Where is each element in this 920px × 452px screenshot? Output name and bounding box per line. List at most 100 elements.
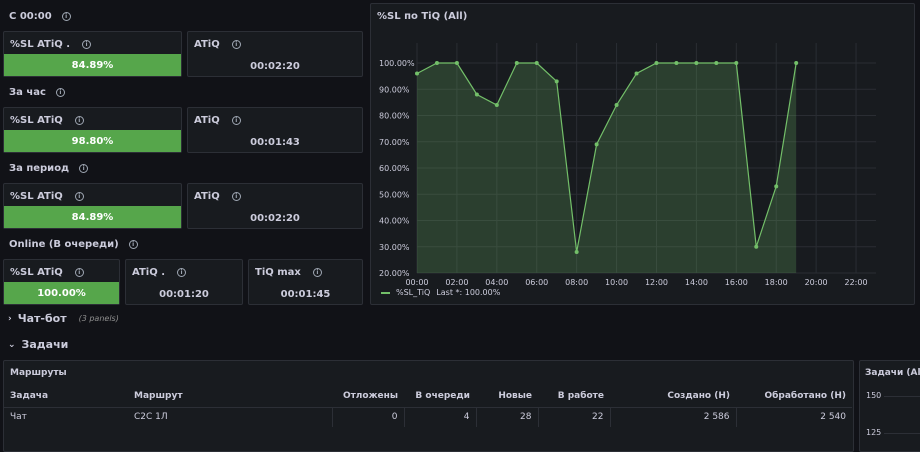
section-subtitle: (3 panels) (78, 314, 119, 323)
atiq-value: 00:02:20 (250, 213, 300, 224)
series-area (417, 63, 797, 273)
panel-title-text: %SL ATiQ . (10, 39, 71, 50)
panel-title: %SL ATiQ i (10, 115, 84, 126)
atiq-panel-hour[interactable]: ATiQ i 00:01:43 (187, 107, 363, 153)
data-point (594, 142, 599, 147)
sl-panel-period[interactable]: %SL ATiQ i 84.89% (3, 183, 182, 229)
grid-line (884, 396, 920, 397)
table-header-row: Задача Маршрут Отложены В очереди Новые … (4, 385, 852, 407)
data-point (614, 103, 619, 107)
series-line (416, 62, 797, 253)
table-row[interactable]: Чат С2С 1Л 0 4 28 22 2 586 2 540 (4, 406, 852, 427)
column-header[interactable]: Создано (Н) (667, 390, 730, 401)
section-title: Задачи (21, 338, 69, 351)
table-cell: 2 586 (610, 406, 737, 427)
atiq-value: 00:02:20 (250, 61, 300, 72)
routes-panel[interactable]: Маршруты Задача Маршрут Отложены В очере… (3, 360, 854, 452)
panel-title: TiQ max i (255, 267, 322, 278)
info-icon[interactable]: i (74, 116, 84, 125)
y-tick-label: 20.00% (379, 269, 410, 278)
info-icon[interactable]: i (231, 40, 241, 49)
data-point (754, 244, 759, 249)
chevron-right-icon: › (8, 313, 12, 324)
column-header[interactable]: Отложены (342, 390, 398, 401)
info-icon[interactable]: i (55, 88, 65, 97)
atiq-panel-online[interactable]: ATiQ . i 00:01:20 (125, 259, 243, 305)
tiq-max-panel-online[interactable]: TiQ max i 00:01:45 (248, 259, 363, 305)
column-header[interactable]: В очереди (415, 390, 470, 401)
grid-line (884, 433, 920, 434)
info-icon[interactable]: i (61, 12, 71, 21)
data-point (674, 61, 679, 65)
legend-last: Last *: 100.00% (436, 288, 501, 297)
row-title-c0000: С 00:00 i (9, 11, 71, 22)
panel-title-text: ATiQ (194, 191, 220, 202)
sl-value-bar: 98.80% (4, 130, 181, 152)
panel-title-text: ATiQ (194, 39, 220, 50)
panel-title-text: ATiQ . (132, 267, 165, 278)
data-point (734, 61, 739, 65)
column-header[interactable]: Задача (10, 390, 49, 401)
panel-title-text: %SL ATiQ (10, 115, 63, 126)
chevron-down-icon: ⌄ (8, 339, 16, 350)
data-point (454, 61, 459, 65)
column-header[interactable]: Обработано (Н) (764, 390, 846, 401)
chart-legend[interactable]: %SL_TiQ Last *: 100.00% (381, 288, 500, 297)
data-point (774, 184, 779, 189)
data-point (574, 250, 579, 254)
table-cell: 0 (332, 406, 405, 427)
info-icon[interactable]: i (177, 268, 186, 277)
y-tick-label: 30.00% (379, 243, 410, 252)
section-tasks[interactable]: ⌄ Задачи (8, 338, 68, 351)
panel-title: ATiQ . i (132, 267, 186, 278)
info-icon[interactable]: i (231, 116, 241, 125)
sl-panel-c0000[interactable]: %SL ATiQ . i 84.89% (3, 31, 182, 77)
atiq-value: 00:01:20 (159, 289, 209, 300)
panel-title-text: ATiQ (194, 115, 220, 126)
info-icon[interactable]: i (82, 40, 92, 49)
panel-title: ATiQ i (194, 191, 241, 202)
panel-title-text: %SL ATiQ (10, 191, 63, 202)
data-point (634, 71, 639, 76)
column-header[interactable]: Новые (498, 390, 532, 401)
tasks-side-panel[interactable]: Задачи (All) 150 125 (859, 360, 920, 452)
y-tick-label: 50.00% (379, 190, 410, 199)
info-icon[interactable]: i (74, 192, 84, 201)
legend-swatch (381, 291, 390, 294)
x-tick-label: 14:00 (685, 278, 708, 287)
sl-value-bar: 84.89% (4, 54, 181, 76)
column-header[interactable]: Маршрут (134, 390, 183, 401)
x-tick-label: 08:00 (565, 278, 588, 287)
row-title-online: Online (В очереди) i (9, 239, 138, 250)
section-title: Чат-бот (17, 312, 67, 325)
panel-title-text: %SL ATiQ (10, 267, 63, 278)
data-point (554, 79, 559, 84)
data-point (474, 92, 479, 97)
atiq-panel-period[interactable]: ATiQ i 00:02:20 (187, 183, 363, 229)
y-tick-label: 90.00% (379, 85, 410, 94)
info-icon[interactable]: i (231, 192, 241, 201)
sl-panel-online[interactable]: %SL ATiQ i 100.00% (3, 259, 120, 305)
data-point (534, 61, 539, 65)
data-point (654, 61, 659, 65)
column-header[interactable]: В работе (557, 390, 604, 401)
table-cell: 4 (404, 406, 477, 427)
x-tick-label: 06:00 (525, 278, 548, 287)
info-icon[interactable]: i (128, 240, 138, 249)
y-tick-label: 125 (866, 428, 882, 437)
info-icon[interactable]: i (74, 268, 84, 277)
sl-tiq-chart-panel[interactable]: %SL по TiQ (All) 20.00% 30.00% 40.00% 50.00… (370, 3, 915, 305)
row-title-hour: За час i (9, 87, 65, 98)
section-chatbot[interactable]: › Чат-бот (3 panels) (8, 312, 119, 325)
tasks-side-title: Задачи (All) (865, 368, 920, 378)
info-icon[interactable]: i (79, 164, 89, 173)
info-icon[interactable]: i (312, 268, 322, 277)
y-tick-label: 40.00% (379, 217, 410, 226)
sl-panel-hour[interactable]: %SL ATiQ i 98.80% (3, 107, 182, 153)
panel-title: %SL ATiQ i (10, 191, 84, 202)
row-title-text: За период (9, 163, 70, 174)
atiq-panel-c0000[interactable]: ATiQ i 00:02:20 (187, 31, 363, 77)
row-title-text: С 00:00 (9, 11, 52, 22)
x-tick-label: 10:00 (605, 278, 628, 287)
tiq-max-value: 00:01:45 (280, 289, 331, 300)
